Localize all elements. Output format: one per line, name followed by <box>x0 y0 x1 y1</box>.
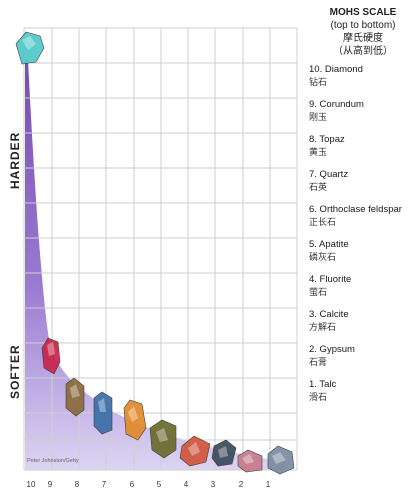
mineral-name-cn: 石英 <box>309 182 328 192</box>
calcite-crystal-highlight <box>218 446 228 458</box>
mineral-name-en: 7. Quartz <box>309 169 349 180</box>
mineral-name-en: 2. Gypsum <box>309 344 355 355</box>
mineral-item: 1. Talc 滑石 <box>309 379 419 403</box>
gypsum-crystal <box>237 449 263 473</box>
mineral-item: 8. Topaz 黄玉 <box>309 134 419 158</box>
mineral-item: 7. Quartz 石英 <box>309 169 419 193</box>
x-tick-label: 10 <box>26 480 36 489</box>
quartz-crystal <box>93 391 113 435</box>
orthoclase-crystal-highlight <box>128 406 138 422</box>
quartz-crystal-highlight <box>98 398 106 412</box>
fluorite-crystal-highlight <box>188 442 200 456</box>
x-tick-label: 4 <box>183 480 189 489</box>
x-tick-label: 8 <box>74 480 80 489</box>
apatite-crystal <box>149 419 177 459</box>
mineral-item: 5. Apatite 磷灰石 <box>309 239 419 263</box>
mineral-item: 6. Orthoclase feldspar 正长石 <box>309 204 419 228</box>
topaz-crystal-highlight <box>70 384 80 398</box>
diamond-crystal-highlight <box>22 36 36 50</box>
scale-title-en: MOHS SCALE <box>329 7 397 18</box>
mineral-item: 9. Corundum 刚玉 <box>309 99 419 123</box>
apatite-crystal-highlight <box>156 428 168 442</box>
talc-crystal <box>267 445 295 475</box>
mineral-item: 2. Gypsum 石膏 <box>309 344 419 368</box>
x-tick-label: 3 <box>210 480 216 489</box>
mineral-name-cn: 钻石 <box>309 77 328 87</box>
hardness-curve-area <box>25 60 285 470</box>
mineral-name-en: 5. Apatite <box>309 239 349 250</box>
calcite-crystal <box>211 439 237 467</box>
harder-label: HARDER <box>8 131 22 189</box>
mineral-name-cn: 正长石 <box>309 217 337 227</box>
mineral-name-cn: 萤石 <box>309 287 328 297</box>
scale-subtitle-en: (top to bottom) <box>330 20 396 31</box>
mineral-name-en: 3. Calcite <box>309 309 349 320</box>
mineral-name-cn: 滑石 <box>309 392 328 402</box>
mineral-name-en: 4. Fluorite <box>309 274 352 285</box>
photo-credit: Peter Johnston/Getty <box>27 458 79 464</box>
softer-label: SOFTER <box>8 344 22 400</box>
x-tick-label: 7 <box>101 480 107 489</box>
x-tick-label: 6 <box>129 480 135 489</box>
scale-subtitle-cn: （从高到低） <box>333 46 393 57</box>
topaz-crystal <box>65 377 85 417</box>
mineral-name-cn: 刚玉 <box>309 112 328 122</box>
scale-title-cn: 摩氏硬度 <box>343 33 383 44</box>
mineral-name-cn: 黄玉 <box>309 147 328 157</box>
mineral-item: 3. Calcite 方解石 <box>309 309 419 333</box>
fluorite-crystal <box>179 435 211 467</box>
talc-crystal-highlight <box>272 452 286 464</box>
mineral-name-en: 10. Diamond <box>309 64 363 75</box>
corundum-crystal-highlight <box>47 342 55 356</box>
mineral-item: 10. Diamond 钻石 <box>309 64 419 88</box>
mineral-name-cn: 石膏 <box>309 357 328 367</box>
mineral-name-cn: 方解石 <box>309 322 337 332</box>
mineral-name-cn: 磷灰石 <box>309 252 337 262</box>
diamond-crystal <box>15 31 45 65</box>
mineral-item: 4. Fluorite 萤石 <box>309 274 419 298</box>
mineral-name-en: 8. Topaz <box>309 134 345 145</box>
mineral-name-en: 1. Talc <box>309 379 337 390</box>
x-tick-label: 5 <box>156 480 162 489</box>
x-tick-label: 9 <box>47 480 53 489</box>
x-tick-label: 2 <box>238 480 244 489</box>
mineral-name-en: 9. Corundum <box>309 99 364 110</box>
gypsum-crystal-highlight <box>242 454 254 464</box>
mineral-name-en: 6. Orthoclase feldspar <box>309 204 402 215</box>
x-tick-label: 1 <box>265 480 271 489</box>
corundum-crystal <box>41 337 61 375</box>
orthoclase-crystal <box>123 399 147 441</box>
